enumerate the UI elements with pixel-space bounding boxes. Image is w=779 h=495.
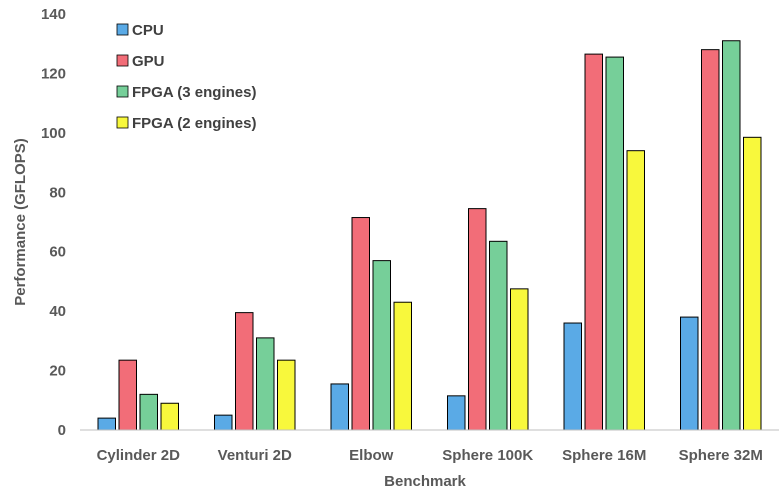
plot-area: 0 20 40 60 80 100 120 140 Cylinder 2D Venturi 2D E…	[41, 6, 779, 464]
bar-fpga-2-engines	[277, 359, 296, 431]
y-tick-label: 20	[49, 363, 66, 380]
x-tick-label: Sphere 16M	[562, 447, 646, 464]
x-tick-label: Sphere 100K	[442, 447, 533, 464]
legend: CPU GPU FPGA (3 engines) FPGA (2 engines)	[116, 22, 256, 132]
legend-label: GPU	[132, 53, 165, 70]
x-tick-label: Sphere 32M	[679, 447, 763, 464]
bar-fpga-3-engines	[489, 240, 508, 431]
bar-gpu	[351, 217, 370, 431]
bar-cpu	[680, 316, 699, 431]
x-tick-label: Elbow	[349, 447, 393, 464]
bar-cpu	[214, 414, 233, 431]
legend-swatch	[116, 116, 129, 129]
y-tick-label: 60	[49, 244, 66, 261]
y-tick-label: 40	[49, 303, 66, 320]
legend-label: FPGA (3 engines)	[132, 84, 256, 101]
bar-fpga-2-engines	[510, 288, 529, 431]
bar-fpga-2-engines	[626, 150, 645, 431]
bar-cpu	[447, 395, 466, 431]
y-tick-label: 0	[58, 422, 66, 439]
legend-swatch	[116, 85, 129, 98]
x-tick-label: Venturi 2D	[218, 447, 292, 464]
bar-fpga-3-engines	[372, 260, 391, 431]
bar-fpga-3-engines	[605, 56, 624, 431]
legend-label: FPGA (2 engines)	[132, 115, 256, 132]
bar-fpga-2-engines	[393, 301, 412, 431]
bar-cpu	[97, 417, 116, 431]
legend-label: CPU	[132, 22, 164, 39]
bar-gpu	[235, 312, 254, 431]
bar-gpu	[584, 53, 603, 431]
bar-fpga-3-engines	[139, 393, 158, 431]
bar-gpu	[468, 208, 487, 431]
y-tick-label: 140	[41, 6, 66, 23]
legend-swatch	[116, 54, 129, 67]
y-tick-label: 80	[49, 184, 66, 201]
y-tick-label: 100	[41, 125, 66, 142]
bar-fpga-3-engines	[722, 40, 741, 431]
y-axis-title: Performance (GFLOPS)	[12, 138, 29, 306]
bar-cpu	[563, 322, 582, 431]
bar-gpu	[701, 49, 720, 431]
y-tick-label: 120	[41, 65, 66, 82]
bar-cpu	[330, 383, 349, 431]
legend-swatch	[116, 23, 129, 36]
bar-fpga-2-engines	[743, 136, 762, 431]
x-axis-title: Benchmark	[384, 473, 466, 490]
bar-fpga-3-engines	[256, 337, 275, 431]
bar-fpga-2-engines	[160, 402, 179, 431]
x-tick-label: Cylinder 2D	[97, 447, 181, 464]
bar-gpu	[118, 359, 137, 431]
